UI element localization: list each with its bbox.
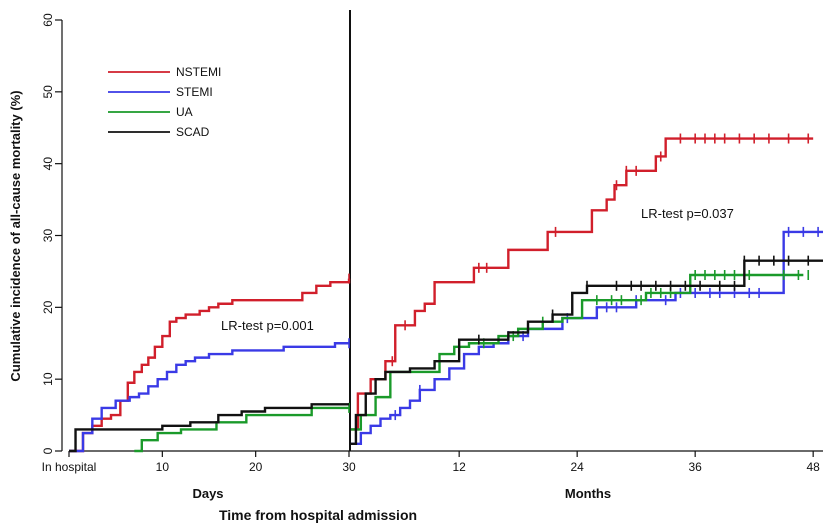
x-tick-label-left: 30: [342, 460, 356, 474]
x-tick-label-left: 20: [249, 460, 263, 474]
series-line-stemi-right: [351, 230, 823, 446]
text-layer: 0 10 20 30 40 50 60 In hospital 10 20 30 12 24 36 48 Da…: [8, 13, 820, 523]
series-line-ua-left: [134, 406, 349, 453]
series-line-stemi-left: [69, 342, 349, 453]
x-tick-label-left: 10: [156, 460, 170, 474]
y-axis-title: Cumulative incidence of all-cause mortal…: [8, 90, 23, 381]
x-tick-label-left: In hospital: [42, 460, 97, 474]
x-axis-label-days: Days: [192, 486, 223, 501]
y-tick-label: 0: [41, 447, 55, 454]
annotation-left: LR-test p=0.001: [221, 318, 314, 333]
x-tick-label-right: 12: [452, 460, 466, 474]
y-tick-label: 40: [41, 157, 55, 171]
y-tick-label: 60: [41, 13, 55, 27]
series-line-nstemi-left: [69, 278, 351, 453]
x-tick-label-right: 48: [806, 460, 820, 474]
y-tick-label: 20: [41, 300, 55, 314]
x-axis-label-months: Months: [565, 486, 611, 501]
annotation-right: LR-test p=0.037: [641, 206, 734, 221]
series-layer: [69, 71, 823, 453]
axes-layer: [55, 10, 823, 457]
y-tick-label: 50: [41, 85, 55, 99]
legend-label-stemi: STEMI: [176, 85, 213, 99]
x-tick-label-right: 24: [570, 460, 584, 474]
series-line-ua-right: [351, 273, 804, 431]
series-line-scad-left: [69, 403, 349, 453]
legend-label-ua: UA: [176, 105, 193, 119]
legend-label-scad: SCAD: [176, 125, 210, 139]
x-tick-label-right: 36: [688, 460, 702, 474]
y-tick-label: 10: [41, 372, 55, 386]
x-axis-title: Time from hospital admission: [219, 507, 417, 523]
y-tick-label: 30: [41, 229, 55, 243]
legend-label-nstemi: NSTEMI: [176, 65, 221, 79]
